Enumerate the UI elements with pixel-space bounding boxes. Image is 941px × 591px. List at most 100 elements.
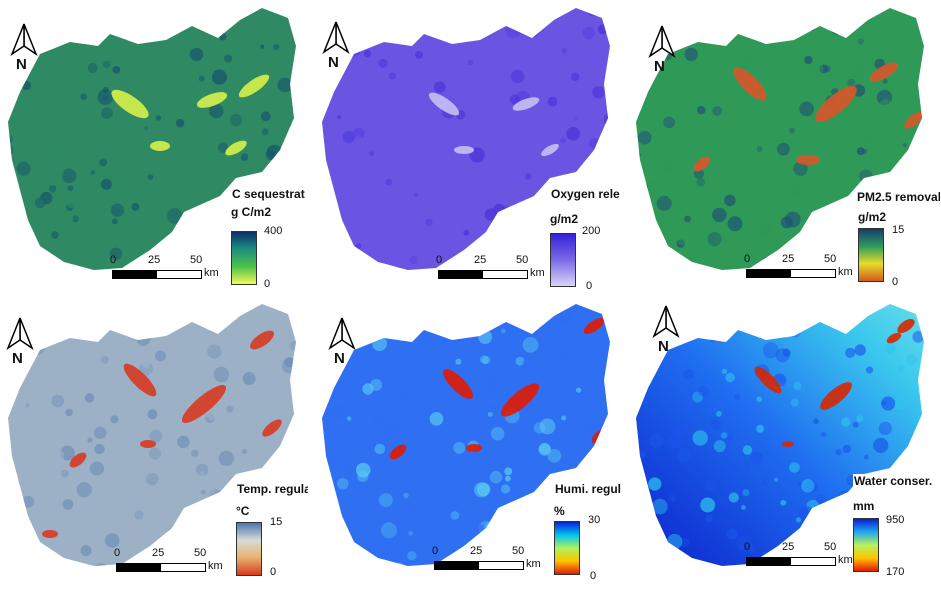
texture-blob [509,18,514,23]
texture-blob [841,417,851,427]
texture-blob [769,304,784,315]
texture-blob [61,469,69,478]
texture-blob [110,415,119,424]
texture-blob [401,565,409,566]
texture-blob [490,135,497,142]
texture-blob [487,411,493,417]
texture-blob [700,497,716,513]
texture-blob [65,149,74,158]
scale-tick-label: 50 [194,547,207,559]
texture-blob [923,57,924,66]
texture-blob [668,207,675,214]
panel-title: Temp. regulat [236,482,308,496]
texture-blob [99,158,108,167]
texture-blob [111,185,125,199]
texture-blob [326,495,331,501]
texture-blob [179,29,187,37]
texture-blob [524,172,532,180]
texture-blob [579,143,594,158]
texture-blob [76,482,92,498]
texture-blob [776,142,790,156]
texture-blob [720,432,728,439]
texture-blob [895,172,912,189]
hotspot [181,384,227,424]
texture-blob [142,360,151,368]
scale-bar: 0 25 50 km [432,545,544,573]
scale-tick-label: 25 [470,545,483,557]
hotspot [150,141,170,151]
texture-blob [908,561,916,566]
texture-blob [95,23,109,36]
legend-colorbar [554,521,580,575]
texture-blob [688,67,701,80]
texture-blob [34,197,46,209]
texture-blob [921,488,924,499]
texture-blob [741,93,750,102]
texture-blob [881,400,887,406]
legend-min: 0 [270,566,277,578]
texture-blob [500,328,506,334]
texture-blob [713,440,726,453]
texture-blob [482,356,491,365]
texture-blob [636,183,649,200]
texture-blob [398,391,405,398]
scale-tick-label: 0 [744,253,751,265]
texture-blob [521,216,528,223]
scale-bar-track [434,561,524,570]
texture-blob [915,8,924,18]
texture-blob [264,375,278,389]
legend-unit: g/m2 [550,212,579,226]
scale-unit: km [526,558,541,570]
texture-blob [76,319,92,335]
texture-blob [318,276,322,280]
texture-blob [819,64,829,74]
texture-blob [504,467,513,476]
texture-blob [912,330,924,343]
texture-blob [521,359,530,368]
texture-blob [24,557,32,565]
texture-blob [322,529,327,536]
texture-blob [157,9,167,20]
scale-tick-label: 50 [512,545,525,557]
texture-blob [155,115,162,121]
texture-blob [560,137,566,143]
texture-blob [369,151,375,157]
texture-blob [355,243,362,249]
texture-blob [445,2,449,6]
texture-blob [638,451,646,459]
texture-blob [524,118,532,126]
texture-blob [414,192,419,198]
texture-blob [255,430,263,437]
texture-blob [569,116,578,126]
scale-tick-label: 0 [114,547,121,559]
texture-blob [704,480,716,492]
texture-blob [715,304,731,305]
texture-blob [112,218,118,225]
texture-blob [684,215,691,223]
texture-blob [388,72,397,80]
texture-blob [415,257,421,262]
legend-unit: g C/m2 [231,205,272,219]
texture-blob [768,124,773,129]
legend-min: 0 [590,570,597,582]
texture-blob [895,33,906,44]
scale-tick-label: 50 [516,254,529,266]
texture-blob [176,309,191,324]
texture-blob [46,38,53,45]
legend-unit: °C [236,504,250,518]
texture-blob [453,331,462,340]
texture-blob [22,8,32,18]
texture-blob [607,467,610,473]
texture-blob [67,185,74,192]
north-arrow-icon: N [10,22,44,82]
texture-blob [336,430,345,439]
texture-blob [712,207,727,223]
texture-blob [94,304,104,309]
texture-blob [902,142,907,148]
texture-blob [209,103,224,119]
texture-blob [50,555,61,566]
texture-blob [692,304,706,308]
hotspot [886,332,902,344]
texture-blob [420,169,426,175]
hotspot [140,440,156,448]
